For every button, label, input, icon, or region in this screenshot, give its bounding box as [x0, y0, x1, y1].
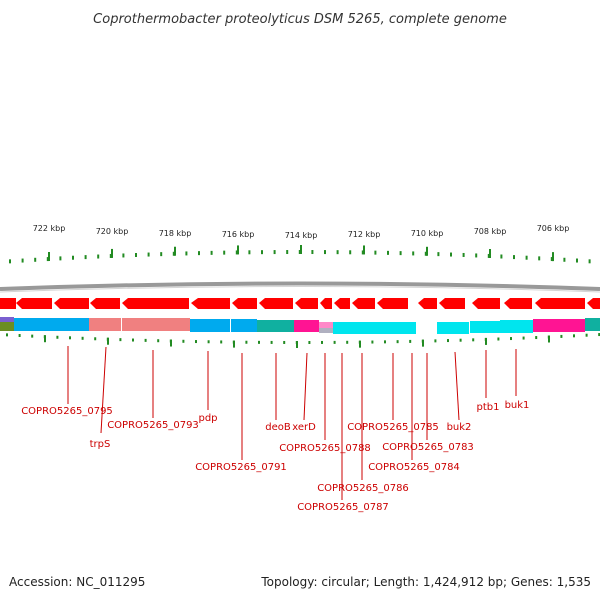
inner-ticks	[6, 333, 600, 348]
kbp-label-708: 708 kbp	[474, 227, 507, 236]
gene-arrow	[232, 298, 257, 309]
kbp-label-722: 722 kbp	[33, 224, 66, 233]
gene-label: ptb1	[477, 402, 500, 413]
topology-text: Topology: circular; Length: 1,424,912 bp…	[261, 575, 591, 589]
gene-label: deoB	[265, 422, 291, 433]
backbone	[0, 281, 600, 293]
gene-label: buk2	[447, 422, 472, 433]
gene-arrow	[16, 298, 52, 309]
gene-arrows	[0, 298, 600, 309]
kbp-label-712: 712 kbp	[348, 230, 381, 239]
feature-band	[0, 317, 600, 334]
gene-label: pdp	[198, 413, 217, 424]
leader-lines	[67, 346, 517, 500]
kbp-label-716: 716 kbp	[222, 230, 255, 239]
gene-arrow	[504, 298, 532, 309]
gene-label: COPRO5265_0788	[279, 443, 371, 454]
gene-arrow	[259, 298, 293, 309]
gene-label: COPRO5265_0784	[368, 462, 460, 473]
gene-arrow	[0, 298, 16, 309]
gene-arrow	[54, 298, 89, 309]
gene-arrow	[295, 298, 318, 309]
kbp-label-718: 718 kbp	[159, 229, 192, 238]
major-ticks	[48, 245, 554, 262]
gene-arrow	[377, 298, 408, 309]
gene-label: COPRO5265_0795	[21, 406, 113, 417]
kbp-label-706: 706 kbp	[537, 224, 570, 233]
gene-arrow	[587, 298, 600, 309]
gene-label: COPRO5265_0793	[107, 420, 199, 431]
gene-label: COPRO5265_0791	[195, 462, 287, 473]
kbp-scale: 722 kbp 720 kbp 718 kbp 716 kbp 714 kbp …	[9, 224, 591, 264]
gene-arrow	[90, 298, 120, 309]
gene-label: COPRO5265_0785	[347, 422, 439, 433]
genome-title: Coprothermobacter proteolyticus DSM 5265…	[93, 12, 507, 27]
gene-label: xerD	[292, 422, 316, 433]
gene-arrow	[122, 298, 189, 309]
accession-text: Accession: NC_011295	[9, 575, 146, 589]
gene-label: trpS	[90, 439, 111, 450]
kbp-label-714: 714 kbp	[285, 231, 318, 240]
kbp-label-710: 710 kbp	[411, 229, 444, 238]
minor-ticks	[9, 250, 591, 264]
gene-label: buk1	[505, 400, 530, 411]
gene-arrow	[418, 298, 437, 309]
gene-arrow	[472, 298, 500, 309]
gene-label: COPRO5265_0783	[382, 442, 474, 453]
gene-arrow	[191, 298, 230, 309]
gene-label: COPRO5265_0787	[297, 502, 389, 513]
gene-arrow	[439, 298, 465, 309]
kbp-label-720: 720 kbp	[96, 227, 129, 236]
gene-arrow	[352, 298, 375, 309]
gene-labels: COPRO5265_0795 trpS COPRO5265_0793 pdp C…	[21, 400, 529, 513]
gene-arrow	[334, 298, 350, 309]
gene-label: COPRO5265_0786	[317, 483, 409, 494]
gene-arrow	[320, 298, 332, 309]
gene-arrow	[535, 298, 585, 309]
